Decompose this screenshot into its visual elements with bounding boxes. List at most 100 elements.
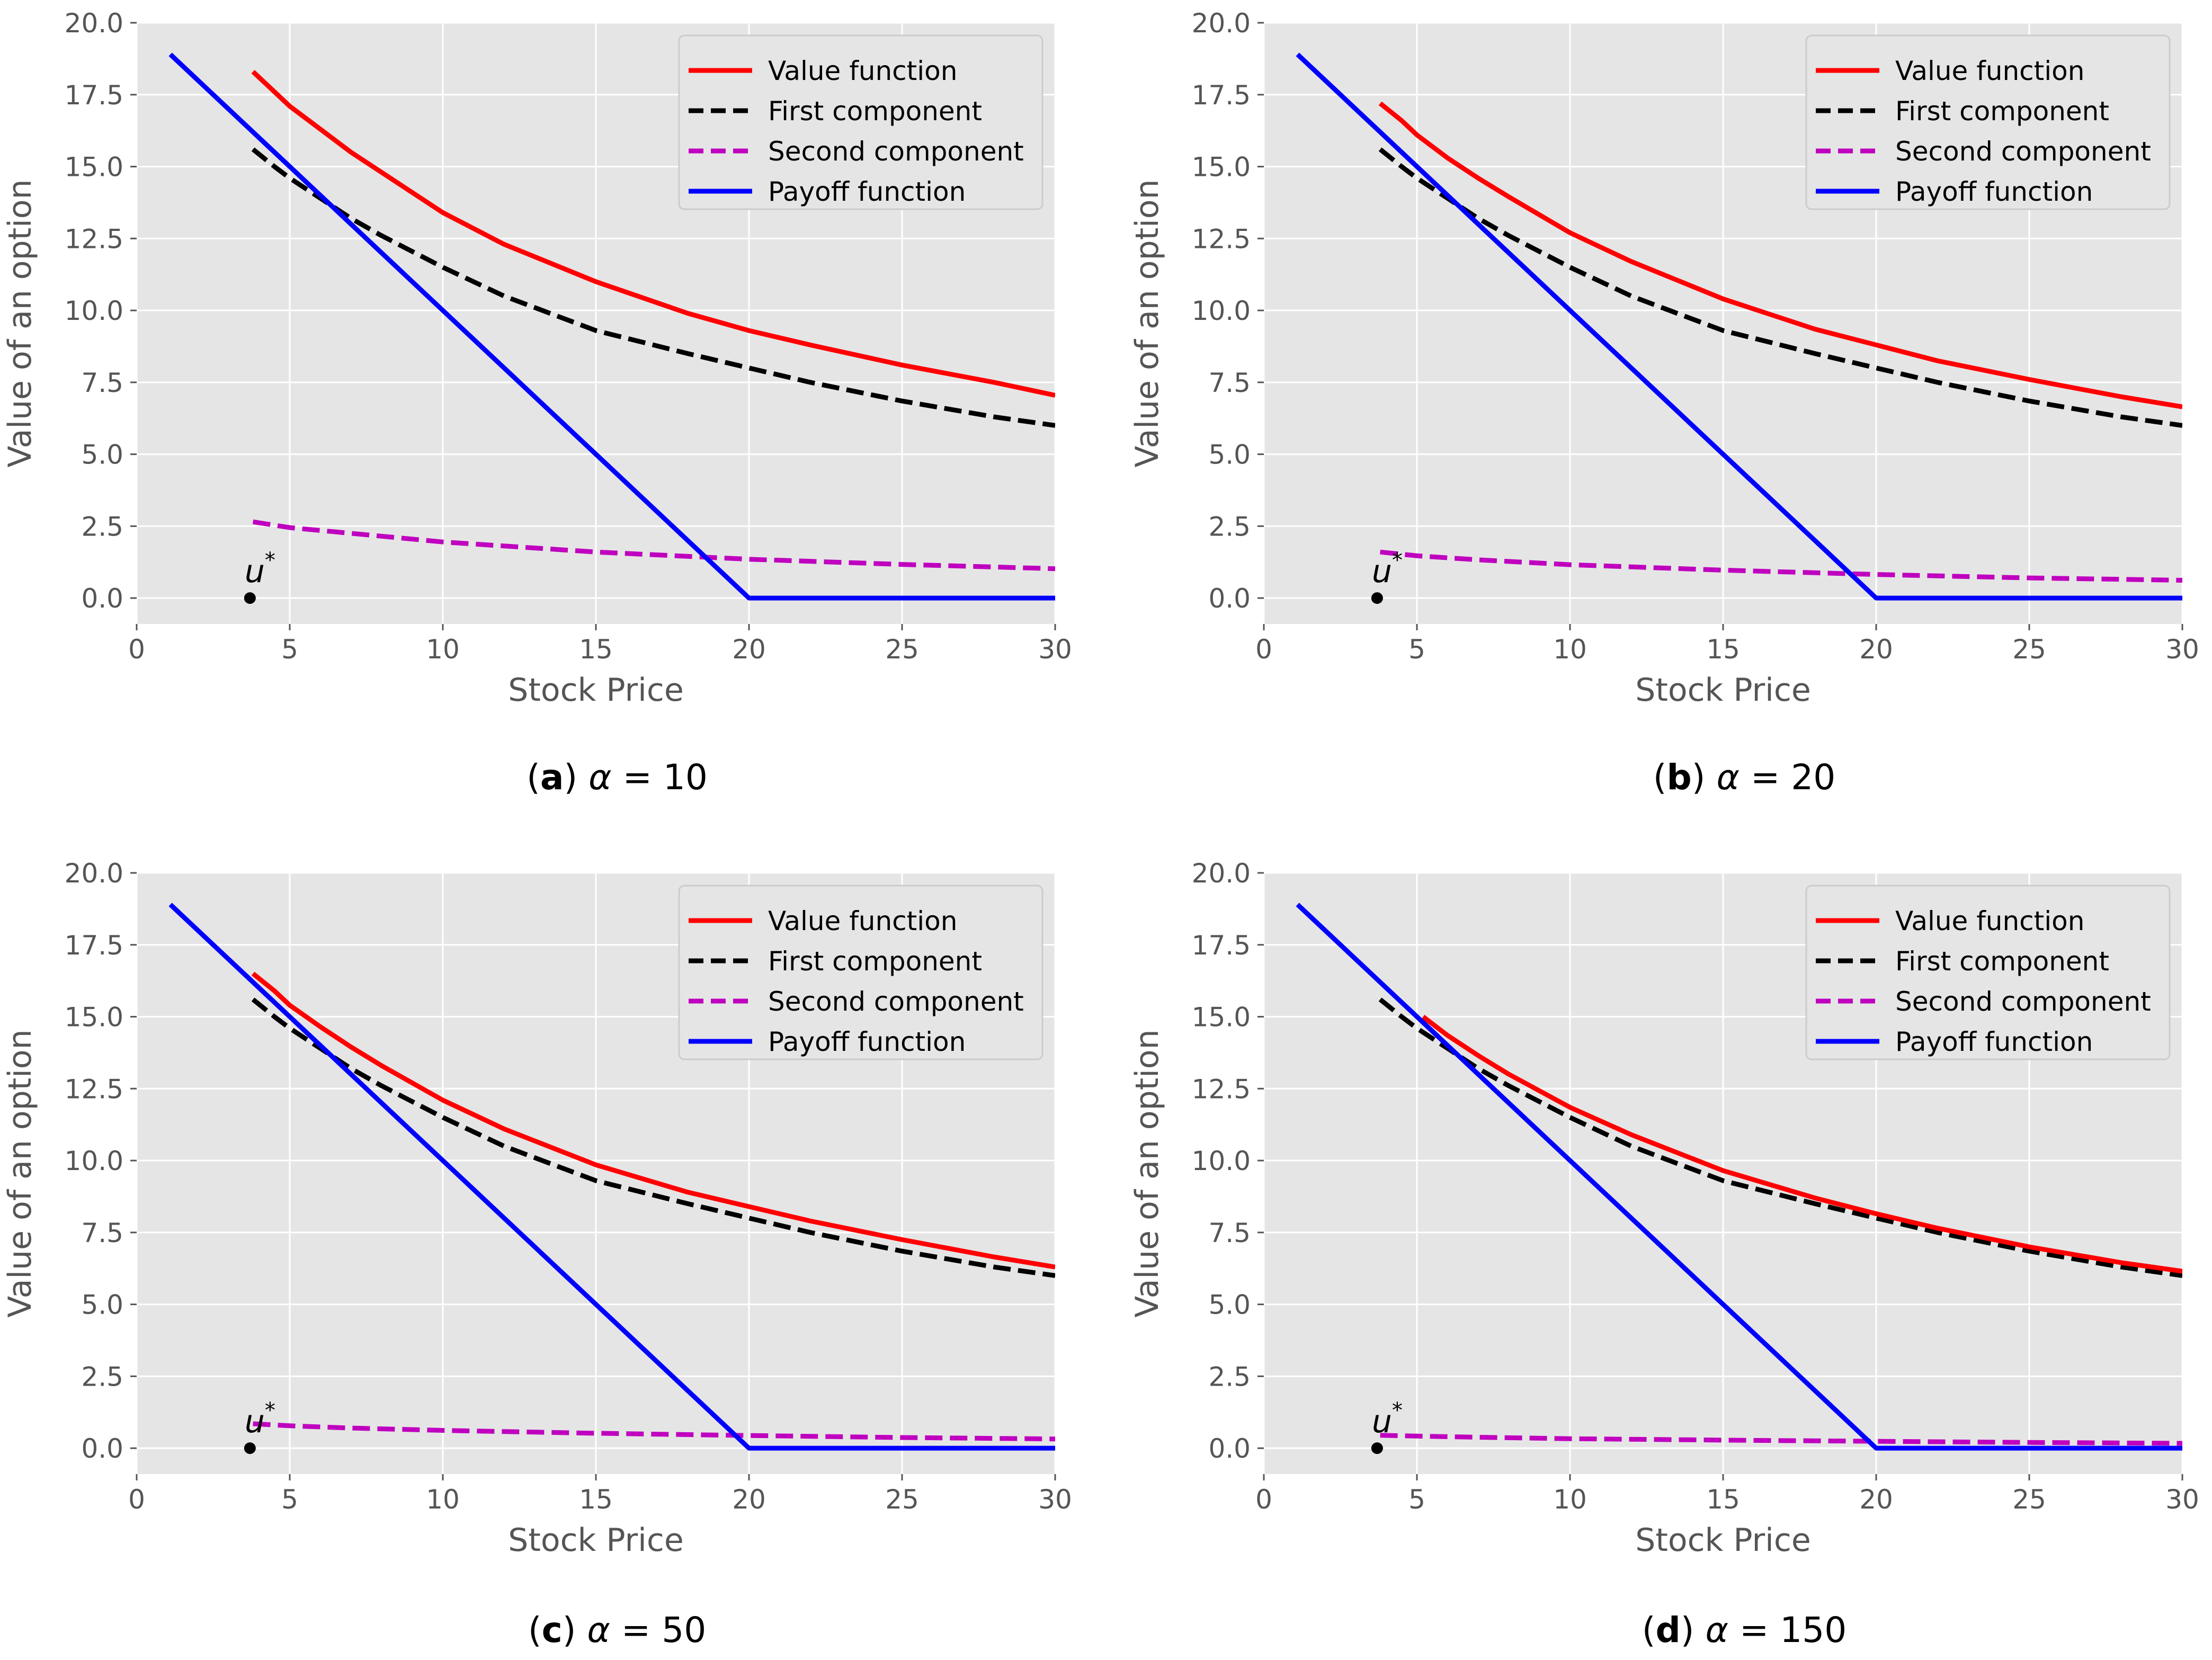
y-tick-label: 2.5 [1208, 511, 1251, 542]
x-axis-label: Stock Price [1635, 672, 1811, 709]
x-tick-label: 30 [1038, 634, 1072, 665]
u-star-superscript: * [265, 548, 275, 573]
caption-a: (a) α = 10 [527, 757, 708, 798]
series-group [168, 52, 1055, 601]
legend-label: Second component [768, 136, 1024, 167]
legend-label: Second component [1895, 986, 2151, 1017]
legend-label: First component [1895, 96, 2109, 127]
series-line-value-function [251, 70, 1055, 398]
x-tick-label: 10 [426, 634, 460, 665]
caption-part: ) [1692, 757, 1717, 798]
x-tick-label: 25 [2012, 1484, 2046, 1515]
caption-part: ) [564, 757, 588, 798]
y-tick-label: 0.0 [1208, 583, 1251, 614]
y-tick-label: 17.5 [1192, 930, 1251, 961]
caption-part: ( [1642, 1610, 1656, 1650]
series-line-payoff-function [1296, 903, 2182, 1451]
caption-part: b [1667, 757, 1692, 798]
y-tick-label: 20.0 [1192, 858, 1251, 889]
series-line-second-component [1380, 1433, 2182, 1446]
x-tick-label: 15 [579, 1484, 613, 1515]
u-star-marker [244, 1442, 256, 1454]
y-axis-label: Value of an option [1129, 1029, 1166, 1317]
legend-label: Second component [1895, 136, 2151, 167]
x-tick-label: 15 [1706, 1484, 1740, 1515]
y-tick-label: 5.0 [81, 440, 123, 470]
y-tick-label: 10.0 [1192, 1146, 1251, 1176]
y-tick-label: 0.0 [81, 1433, 123, 1464]
y-tick-label: 5.0 [81, 1290, 123, 1320]
u-star-superscript: * [1392, 548, 1403, 573]
caption-part: α [587, 1610, 610, 1650]
legend-label: First component [768, 96, 982, 127]
y-tick-label: 7.5 [1208, 1218, 1251, 1248]
x-tick-label: 25 [2012, 634, 2046, 665]
y-tick-label: 17.5 [1192, 80, 1251, 111]
y-tick-label: 5.0 [1208, 1290, 1251, 1320]
u-star-marker [244, 592, 256, 604]
x-tick-label: 0 [128, 634, 145, 665]
x-tick-label: 5 [281, 1484, 298, 1515]
x-tick-label: 5 [281, 634, 298, 665]
y-tick-label: 12.5 [1192, 1074, 1251, 1104]
x-tick-label: 10 [426, 1484, 460, 1515]
chart-panel-c: 0 5 10 15 20 25 30 0.0 2.5 5.0 7.5 10.0 12.5 15.0 17.5… [2, 858, 1072, 1559]
legend-label: Value function [1895, 56, 2084, 86]
caption-part: = 150 [1728, 1610, 1847, 1650]
y-tick-label: 7.5 [81, 368, 123, 398]
y-axis-label: Value of an option [2, 179, 39, 467]
series-line-second-component [1380, 549, 2182, 583]
legend-box [1805, 34, 2171, 210]
caption-part: c [542, 1610, 563, 1650]
x-tick-label: 5 [1408, 634, 1425, 665]
caption-b: (b) α = 20 [1653, 757, 1836, 798]
y-tick-label: 10.0 [65, 1146, 123, 1176]
caption-part: α [1705, 1610, 1728, 1650]
u-star-superscript: * [265, 1398, 275, 1423]
series-line-first-component [1378, 147, 2182, 428]
caption-part: ( [528, 1610, 542, 1650]
x-tick-label: 5 [1408, 1484, 1425, 1515]
series-line-second-component [253, 1421, 1055, 1442]
chart-panel-d: 0 5 10 15 20 25 30 0.0 2.5 5.0 7.5 10.0 12.5 15.0 17.5… [1129, 858, 2199, 1559]
legend-box [678, 885, 1043, 1060]
caption-c: (c) α = 50 [528, 1610, 706, 1650]
caption-part: ) [1681, 1610, 1706, 1650]
caption-part: d [1656, 1610, 1681, 1650]
y-tick-label: 2.5 [81, 511, 123, 542]
x-tick-label: 0 [1255, 1484, 1272, 1515]
x-tick-label: 20 [1859, 1484, 1893, 1515]
x-axis-label: Stock Price [1635, 1522, 1811, 1559]
series-line-payoff-function [1296, 52, 2182, 601]
legend-label: Value function [768, 56, 957, 86]
y-tick-label: 0.0 [81, 583, 123, 614]
series-line-first-component [1378, 997, 2182, 1278]
caption-part: = 20 [1740, 757, 1835, 798]
y-tick-label: 20.0 [65, 858, 123, 889]
legend-label: Second component [768, 986, 1024, 1017]
x-tick-label: 0 [1255, 634, 1272, 665]
x-tick-label: 20 [732, 634, 766, 665]
y-tick-label: 7.5 [81, 1218, 123, 1248]
legend-box [678, 34, 1043, 210]
x-tick-label: 20 [732, 1484, 766, 1515]
caption-part: = 10 [612, 757, 708, 798]
y-tick-label: 17.5 [65, 930, 123, 961]
x-tick-label: 30 [2165, 634, 2199, 665]
caption-part: ) [563, 1610, 587, 1650]
series-line-first-component [251, 147, 1055, 428]
x-axis-label: Stock Price [508, 1522, 684, 1559]
x-tick-label: 10 [1553, 1484, 1587, 1515]
series-line-second-component [252, 519, 1055, 572]
chart-panel-b: 0 5 10 15 20 25 30 0.0 2.5 5.0 7.5 10.0 12.5 15.0 17.5… [1129, 8, 2199, 709]
x-tick-label: 0 [128, 1484, 145, 1515]
legend-label: First component [768, 946, 982, 977]
legend-box [1805, 885, 2171, 1060]
u-star-marker [1371, 592, 1383, 604]
series-line-value-function [251, 971, 1055, 1270]
caption-d: (d) α = 150 [1642, 1610, 1847, 1650]
legend-label: Payoff function [768, 176, 966, 207]
caption-part: = 50 [610, 1610, 706, 1650]
y-tick-label: 12.5 [65, 1074, 123, 1104]
